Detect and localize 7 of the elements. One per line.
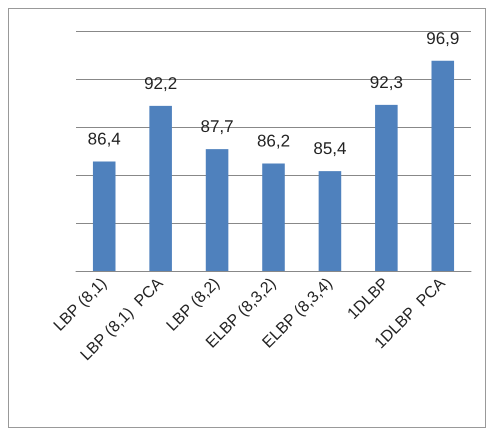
data-label: 92,3 — [370, 72, 403, 92]
data-label: 87,7 — [200, 117, 234, 136]
data-label: 86,2 — [256, 131, 290, 150]
data-label: 92,2 — [144, 74, 178, 93]
data-label: 96,9 — [426, 28, 460, 48]
data-label: 85,4 — [313, 139, 346, 158]
data-label: 86,4 — [88, 130, 121, 149]
